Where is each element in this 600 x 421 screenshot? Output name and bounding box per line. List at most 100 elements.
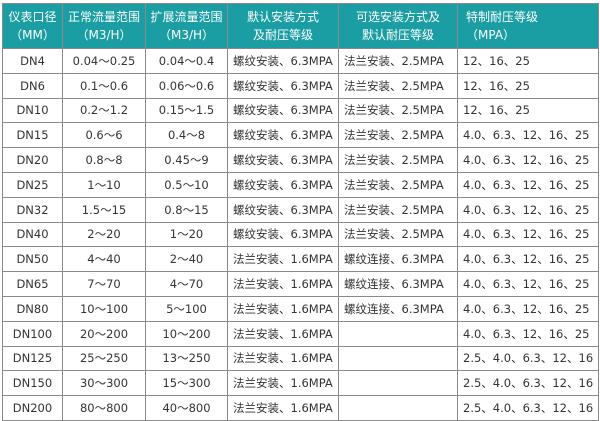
default-install-cell: 法兰安装、1.6MPA bbox=[227, 320, 339, 347]
header-text: 默认耐压等级 bbox=[361, 28, 434, 42]
specification-table: 仪表口径 （MM） 正常流量范围 （M3/H） 扩展流量范围 （M3/H） 默认安装方… bbox=[2, 3, 599, 421]
diameter-cell: DN125 bbox=[2, 345, 63, 372]
header-normal-flow: 正常流量范围 （M3/H） bbox=[62, 3, 146, 49]
table-row: DN10 0.2～1.2 0.15～1.5 螺纹安装、6.3MPA 法兰安装、2.5MP… bbox=[2, 97, 599, 124]
normal-flow-cell: 25～250 bbox=[62, 345, 146, 372]
extended-flow-cell: 2～40 bbox=[145, 246, 228, 273]
default-install-cell: 螺纹安装、6.3MPA bbox=[227, 196, 339, 223]
diameter-cell: DN15 bbox=[2, 122, 63, 149]
normal-flow-cell: 1.5～15 bbox=[62, 196, 146, 223]
normal-flow-cell: 10～100 bbox=[62, 295, 146, 322]
normal-flow-cell: 0.2～1.2 bbox=[62, 97, 146, 124]
default-install-cell: 螺纹安装、6.3MPA bbox=[227, 122, 339, 149]
default-install-cell: 螺纹安装、6.3MPA bbox=[227, 221, 339, 248]
default-install-cell: 法兰安装、1.6MPA bbox=[227, 271, 339, 297]
special-pressure-cell: 4.0、6.3、12、16、25 bbox=[457, 221, 599, 248]
header-text: 正常流量范围 bbox=[67, 10, 140, 24]
table-row: DN6 0.1～0.6 0.06～0.6 螺纹安装、6.3MPA 法兰安装、2.5MPA… bbox=[2, 72, 599, 99]
special-pressure-cell: 4.0、6.3、12、16、25 bbox=[457, 246, 599, 273]
optional-install-cell: 螺纹连接、6.3MPA bbox=[338, 271, 458, 297]
extended-flow-cell: 0.8～15 bbox=[145, 196, 228, 223]
extended-flow-cell: 0.4～8 bbox=[145, 122, 228, 149]
header-unit: （M3/H） bbox=[76, 28, 132, 42]
optional-install-cell bbox=[338, 345, 458, 372]
table-row: DN20 0.8～8 0.45～9 螺纹安装、6.3MPA 法兰安装、2.5MPA 4.0… bbox=[2, 147, 599, 173]
default-install-cell: 螺纹安装、6.3MPA bbox=[227, 97, 339, 124]
extended-flow-cell: 0.15～1.5 bbox=[145, 97, 228, 124]
header-text: 默认安装方式 bbox=[246, 10, 319, 24]
extended-flow-cell: 0.06～0.6 bbox=[145, 72, 228, 99]
normal-flow-cell: 30～300 bbox=[62, 370, 146, 397]
extended-flow-cell: 4～70 bbox=[145, 271, 228, 297]
header-text: 扩展流量范围 bbox=[150, 10, 223, 24]
optional-install-cell: 法兰安装、2.5MPA bbox=[338, 196, 458, 223]
special-pressure-cell: 2.5、4.0、6.3、12、16 bbox=[457, 345, 599, 372]
normal-flow-cell: 2～20 bbox=[62, 221, 146, 248]
special-pressure-cell: 2.5、4.0、6.3、12、16 bbox=[457, 395, 599, 421]
header-text: 特制耐压等级 bbox=[466, 10, 539, 24]
optional-install-cell bbox=[338, 395, 458, 421]
extended-flow-cell: 0.45～9 bbox=[145, 147, 228, 173]
special-pressure-cell: 12、16、25 bbox=[457, 97, 599, 124]
normal-flow-cell: 1～10 bbox=[62, 171, 146, 198]
default-install-cell: 法兰安装、1.6MPA bbox=[227, 246, 339, 273]
table-row: DN65 7～70 4～70 法兰安装、1.6MPA 螺纹连接、6.3MPA 4.0、6.… bbox=[2, 271, 599, 297]
default-install-cell: 法兰安装、1.6MPA bbox=[227, 395, 339, 421]
normal-flow-cell: 0.8～8 bbox=[62, 147, 146, 173]
extended-flow-cell: 15～300 bbox=[145, 370, 228, 397]
header-unit: （M3/H） bbox=[158, 28, 215, 42]
diameter-cell: DN50 bbox=[2, 246, 63, 273]
normal-flow-cell: 0.6～6 bbox=[62, 122, 146, 149]
default-install-cell: 螺纹安装、6.3MPA bbox=[227, 171, 339, 198]
default-install-cell: 螺纹安装、6.3MPA bbox=[227, 48, 339, 74]
optional-install-cell: 法兰安装、2.5MPA bbox=[338, 48, 458, 74]
table-row: DN15 0.6～6 0.4～8 螺纹安装、6.3MPA 法兰安装、2.5MPA 4.0、… bbox=[2, 122, 599, 149]
special-pressure-cell: 4.0、6.3、12、16、25 bbox=[457, 171, 599, 198]
table-body: DN4 0.04～0.25 0.04～0.4 螺纹安装、6.3MPA 法兰安装、2.5M… bbox=[2, 48, 599, 421]
table-row: DN150 30～300 15～300 法兰安装、1.6MPA 2.5、4.0、6.3、… bbox=[2, 370, 599, 397]
normal-flow-cell: 0.1～0.6 bbox=[62, 72, 146, 99]
table-row: DN125 25～250 13～250 法兰安装、1.6MPA 2.5、4.0、6.3、… bbox=[2, 345, 599, 372]
header-text: 可选安装方式及 bbox=[355, 10, 440, 24]
table-row: DN50 4～40 2～40 法兰安装、1.6MPA 螺纹连接、6.3MPA 4.0、6.… bbox=[2, 246, 599, 273]
header-unit: （MPA） bbox=[466, 28, 516, 42]
table-row: DN40 2～20 1～20 螺纹安装、6.3MPA 法兰安装、2.5MPA 4.0、6.… bbox=[2, 221, 599, 248]
optional-install-cell bbox=[338, 320, 458, 347]
header-optional-install: 可选安装方式及 默认耐压等级 bbox=[338, 3, 458, 49]
special-pressure-cell: 4.0、6.3、12、16、25 bbox=[457, 271, 599, 297]
header-text: 仪表口径 bbox=[8, 10, 57, 24]
diameter-cell: DN65 bbox=[2, 271, 63, 297]
extended-flow-cell: 13～250 bbox=[145, 345, 228, 372]
special-pressure-cell: 12、16、25 bbox=[457, 72, 599, 99]
optional-install-cell: 法兰安装、2.5MPA bbox=[338, 122, 458, 149]
optional-install-cell: 螺纹连接、6.3MPA bbox=[338, 246, 458, 273]
table-row: DN32 1.5～15 0.8～15 螺纹安装、6.3MPA 法兰安装、2.5MPA 4.… bbox=[2, 196, 599, 223]
special-pressure-cell: 4.0、6.3、12、16、25 bbox=[457, 122, 599, 149]
diameter-cell: DN32 bbox=[2, 196, 63, 223]
diameter-cell: DN10 bbox=[2, 97, 63, 124]
default-install-cell: 螺纹安装、6.3MPA bbox=[227, 147, 339, 173]
table-row: DN100 20～200 10～200 法兰安装、1.6MPA 4.0、6.3、12、1… bbox=[2, 320, 599, 347]
special-pressure-cell: 4.0、6.3、12、16、25 bbox=[457, 295, 599, 322]
header-text: 及耐压等级 bbox=[252, 28, 313, 42]
normal-flow-cell: 4～40 bbox=[62, 246, 146, 273]
diameter-cell: DN20 bbox=[2, 147, 63, 173]
header-default-install: 默认安装方式 及耐压等级 bbox=[227, 3, 339, 49]
normal-flow-cell: 80～800 bbox=[62, 395, 146, 421]
special-pressure-cell: 2.5、4.0、6.3、12、16 bbox=[457, 370, 599, 397]
default-install-cell: 法兰安装、1.6MPA bbox=[227, 370, 339, 397]
diameter-cell: DN150 bbox=[2, 370, 63, 397]
optional-install-cell: 法兰安装、2.5MPA bbox=[338, 221, 458, 248]
extended-flow-cell: 0.5～10 bbox=[145, 171, 228, 198]
special-pressure-cell: 4.0、6.3、12、16、25 bbox=[457, 196, 599, 223]
optional-install-cell: 法兰安装、2.5MPA bbox=[338, 147, 458, 173]
diameter-cell: DN200 bbox=[2, 395, 63, 421]
optional-install-cell bbox=[338, 370, 458, 397]
header-extended-flow: 扩展流量范围 （M3/H） bbox=[145, 3, 228, 49]
optional-install-cell: 螺纹连接、6.3MPA bbox=[338, 295, 458, 322]
extended-flow-cell: 0.04～0.4 bbox=[145, 48, 228, 74]
default-install-cell: 法兰安装、1.6MPA bbox=[227, 295, 339, 322]
table-row: DN4 0.04～0.25 0.04～0.4 螺纹安装、6.3MPA 法兰安装、2.5M… bbox=[2, 48, 599, 74]
header-special-pressure: 特制耐压等级 （MPA） bbox=[457, 3, 599, 49]
optional-install-cell: 法兰安装、2.5MPA bbox=[338, 171, 458, 198]
